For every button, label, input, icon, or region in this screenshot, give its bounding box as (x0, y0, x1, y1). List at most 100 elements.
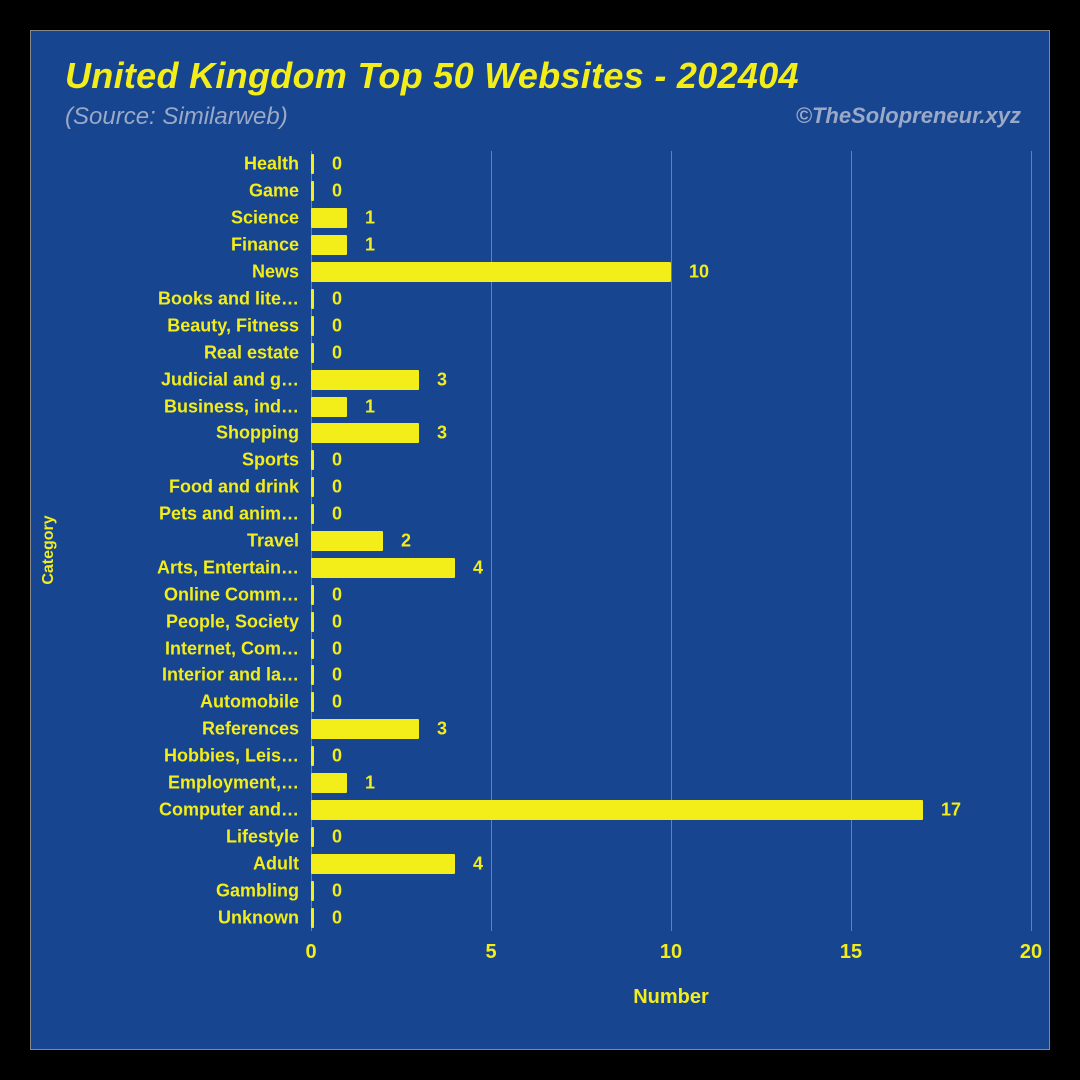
chart-row: Employment,…1 (311, 770, 1031, 796)
chart-row: Finance1 (311, 232, 1031, 258)
bar (311, 854, 455, 874)
value-label: 1 (365, 773, 375, 794)
chart-panel: United Kingdom Top 50 Websites - 202404 … (30, 30, 1050, 1050)
bar (311, 612, 314, 632)
category-label: Automobile (200, 692, 299, 713)
value-label: 0 (332, 450, 342, 471)
bar (311, 370, 419, 390)
category-label: Business, ind… (164, 396, 299, 417)
value-label: 0 (332, 584, 342, 605)
category-label: Judicial and g… (161, 369, 299, 390)
bar (311, 827, 314, 847)
category-label: Game (249, 181, 299, 202)
value-label: 0 (332, 181, 342, 202)
value-label: 4 (473, 853, 483, 874)
bar (311, 477, 314, 497)
category-label: References (202, 719, 299, 740)
category-label: Health (244, 154, 299, 175)
category-label: Science (231, 208, 299, 229)
category-label: Arts, Entertain… (157, 557, 299, 578)
chart-row: Travel2 (311, 528, 1031, 554)
category-label: Internet, Com… (165, 638, 299, 659)
chart-row: Internet, Com…0 (311, 636, 1031, 662)
chart-row: News10 (311, 259, 1031, 285)
bar (311, 450, 314, 470)
chart-row: Arts, Entertain…4 (311, 555, 1031, 581)
category-label: Unknown (218, 907, 299, 928)
chart-row: Game0 (311, 178, 1031, 204)
chart-title: United Kingdom Top 50 Websites - 202404 (65, 55, 799, 97)
bar (311, 504, 314, 524)
value-label: 1 (365, 235, 375, 256)
x-tick-label: 10 (660, 941, 682, 964)
bar (311, 719, 419, 739)
chart-credit: ©TheSolopreneur.xyz (796, 103, 1021, 129)
chart-row: Interior and la…0 (311, 662, 1031, 688)
bar (311, 558, 455, 578)
chart-row: Computer and…17 (311, 797, 1031, 823)
y-axis-label: Category (40, 515, 58, 584)
value-label: 0 (332, 826, 342, 847)
bar (311, 423, 419, 443)
bar (311, 531, 383, 551)
bar (311, 397, 347, 417)
value-label: 0 (332, 907, 342, 928)
x-tick-label: 5 (485, 941, 496, 964)
chart-row: People, Society0 (311, 609, 1031, 635)
value-label: 3 (437, 369, 447, 390)
grid-line (1031, 151, 1032, 931)
bar (311, 316, 314, 336)
category-label: Interior and la… (162, 665, 299, 686)
value-label: 0 (332, 342, 342, 363)
value-label: 0 (332, 315, 342, 336)
plot-area: Number Category 05101520Health0Game0Scie… (311, 151, 1031, 931)
bar (311, 343, 314, 363)
bar (311, 665, 314, 685)
chart-row: Hobbies, Leis…0 (311, 743, 1031, 769)
chart-row: Adult4 (311, 851, 1031, 877)
category-label: Employment,… (168, 773, 299, 794)
value-label: 1 (365, 396, 375, 417)
category-label: Real estate (204, 342, 299, 363)
chart-row: Gambling0 (311, 878, 1031, 904)
value-label: 0 (332, 504, 342, 525)
value-label: 0 (332, 611, 342, 632)
category-label: Lifestyle (226, 826, 299, 847)
value-label: 0 (332, 665, 342, 686)
bar (311, 181, 314, 201)
category-label: Pets and anim… (159, 504, 299, 525)
chart-row: Books and lite…0 (311, 286, 1031, 312)
category-label: Finance (231, 235, 299, 256)
value-label: 0 (332, 477, 342, 498)
bar (311, 881, 314, 901)
category-label: Shopping (216, 423, 299, 444)
x-tick-label: 15 (840, 941, 862, 964)
category-label: Hobbies, Leis… (164, 746, 299, 767)
value-label: 17 (941, 799, 961, 820)
bar (311, 773, 347, 793)
bar (311, 289, 314, 309)
chart-row: Science1 (311, 205, 1031, 231)
category-label: Gambling (216, 880, 299, 901)
chart-row: Health0 (311, 151, 1031, 177)
bar (311, 585, 314, 605)
x-tick-label: 20 (1020, 941, 1042, 964)
chart-row: Online Comm…0 (311, 582, 1031, 608)
value-label: 0 (332, 746, 342, 767)
category-label: Travel (247, 531, 299, 552)
value-label: 2 (401, 531, 411, 552)
x-tick-label: 0 (305, 941, 316, 964)
category-label: People, Society (166, 611, 299, 632)
chart-row: Beauty, Fitness0 (311, 313, 1031, 339)
value-label: 0 (332, 638, 342, 659)
chart-row: Sports0 (311, 447, 1031, 473)
category-label: Sports (242, 450, 299, 471)
value-label: 10 (689, 262, 709, 283)
x-axis-label: Number (633, 986, 709, 1009)
value-label: 0 (332, 288, 342, 309)
chart-subtitle: (Source: Similarweb) (65, 103, 288, 131)
chart-row: Pets and anim…0 (311, 501, 1031, 527)
category-label: Books and lite… (158, 288, 299, 309)
chart-row: Unknown0 (311, 905, 1031, 931)
bar (311, 746, 314, 766)
